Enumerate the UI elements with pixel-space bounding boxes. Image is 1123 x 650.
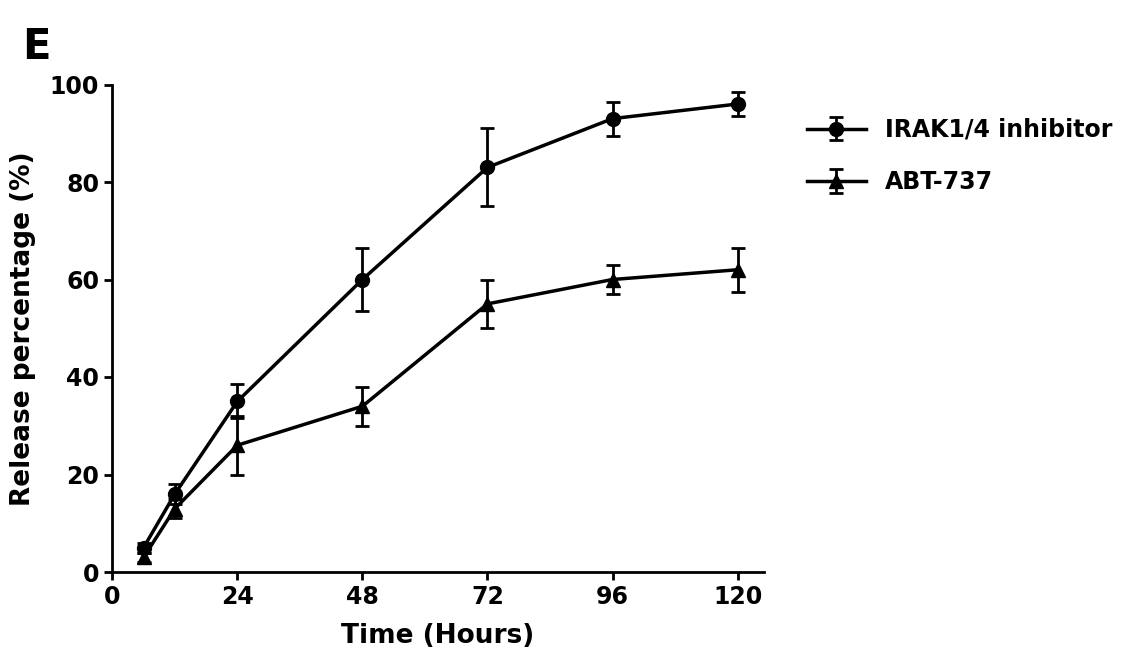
Text: E: E <box>22 26 51 68</box>
X-axis label: Time (Hours): Time (Hours) <box>341 623 535 649</box>
Y-axis label: Release percentage (%): Release percentage (%) <box>10 151 36 506</box>
Legend: IRAK1/4 inhibitor, ABT-737: IRAK1/4 inhibitor, ABT-737 <box>795 106 1123 206</box>
